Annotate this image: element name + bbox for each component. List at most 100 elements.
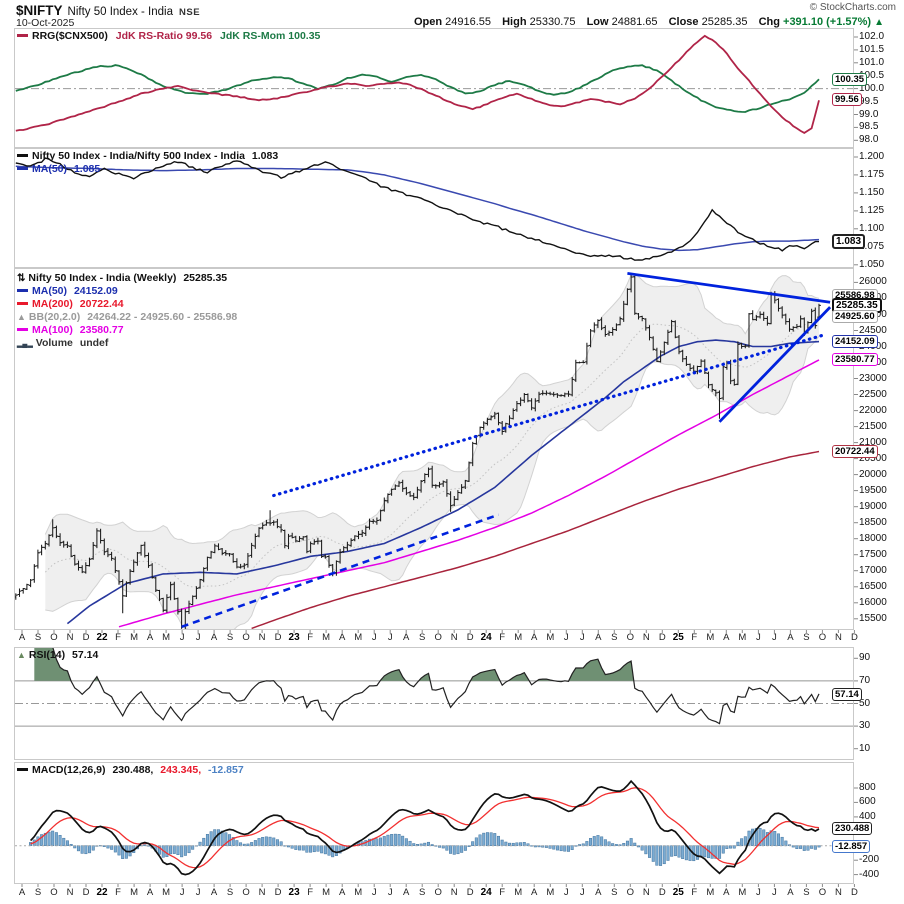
close-value: 25285.35 xyxy=(701,16,748,28)
month-label: F xyxy=(499,887,506,898)
macd-legend: MACD(12,26,9) 230.488, 243.345, -12.857 xyxy=(17,764,244,777)
axis-tick-label: 16000 xyxy=(859,596,887,608)
axis-tick-label: 1.050 xyxy=(859,258,885,270)
month-label: S xyxy=(419,632,426,643)
ma100-value: 23580.77 xyxy=(79,324,124,336)
price-legend-ma50: MA(50) 24152.09 xyxy=(17,285,118,298)
month-label: 25 xyxy=(672,887,684,898)
month-label: F xyxy=(691,632,698,643)
month-label: S xyxy=(803,632,810,643)
axis-value-tag: 23580.77 xyxy=(832,352,878,366)
month-label: M xyxy=(514,887,523,898)
month-label: F xyxy=(691,887,698,898)
rs-ratio-label: JdK RS-Ratio xyxy=(115,30,183,42)
low-label: Low xyxy=(586,16,609,28)
month-label: F xyxy=(307,632,313,643)
axis-tick-label: 99.0 xyxy=(859,108,879,120)
rsi-value: 57.14 xyxy=(72,649,99,661)
rs-mom-value: 100.35 xyxy=(288,30,321,42)
month-label: M xyxy=(130,632,139,643)
rsi-plot xyxy=(15,648,853,727)
axis-tick-label: 1.150 xyxy=(859,186,885,198)
macd-value: 230.488, xyxy=(112,764,154,776)
axis-tick-label: 17000 xyxy=(859,564,887,576)
month-label: F xyxy=(499,632,506,643)
month-label: O xyxy=(434,632,442,643)
month-label: A xyxy=(210,632,218,643)
month-label: M xyxy=(354,887,363,898)
macd-swatch-icon xyxy=(17,768,28,771)
ratio-panel xyxy=(14,148,854,268)
axis-tick-label: 16500 xyxy=(859,580,887,592)
ratio-ma-value: 1.085 xyxy=(73,163,101,175)
ma50-swatch-icon xyxy=(17,289,28,292)
month-label: A xyxy=(146,887,154,898)
month-label: N xyxy=(642,632,650,643)
symbol-name: Nifty 50 Index - India xyxy=(67,6,173,18)
axis-value-tag: -12.857 xyxy=(832,839,871,853)
month-label: O xyxy=(50,632,58,643)
axis-tick-label: 50 xyxy=(859,697,871,709)
axis-tick-label: 600 xyxy=(859,796,876,808)
month-label: A xyxy=(339,632,346,643)
month-label: N xyxy=(66,632,74,643)
axis-tick-label: 19500 xyxy=(859,484,887,496)
ma200-value: 20722.44 xyxy=(79,298,124,310)
header: $NIFTY Nifty 50 Index - India NSE xyxy=(16,2,200,20)
ratio-value: 1.083 xyxy=(251,150,279,162)
axis-tick-label: 100.0 xyxy=(859,82,885,94)
month-label: D xyxy=(658,632,666,643)
month-label: N xyxy=(258,632,266,643)
month-label: D xyxy=(274,887,282,898)
close-label: Close xyxy=(668,16,699,28)
rsi-area-icon: ▲ xyxy=(17,650,26,660)
price-legend-ma100: MA(100) 23580.77 xyxy=(17,324,124,337)
month-label: A xyxy=(531,887,538,898)
month-label: M xyxy=(706,632,715,643)
month-label: M xyxy=(130,887,139,898)
bb-values: 24264.22 - 24925.60 - 25586.98 xyxy=(87,311,238,323)
rsi-label: RSI(14) xyxy=(28,649,66,661)
axis-tick-label: 21000 xyxy=(859,436,887,448)
month-label: O xyxy=(818,632,827,643)
month-label: O xyxy=(242,887,250,898)
macd-hist-value: -12.857 xyxy=(208,764,244,776)
month-label: D xyxy=(850,632,858,643)
month-label: J xyxy=(195,632,201,643)
price-series-label: Nifty 50 Index - India (Weekly) xyxy=(28,272,177,284)
price-legend-ma200: MA(200) 20722.44 xyxy=(17,298,124,311)
ma200-label: MA(200) xyxy=(32,298,73,310)
axis-tick-label: 21500 xyxy=(859,420,887,432)
month-label: J xyxy=(563,887,569,898)
month-label: O xyxy=(818,887,827,898)
axis-value-tag: 100.35 xyxy=(832,72,868,86)
ohlc-series-icon: ⇅ xyxy=(17,273,26,284)
ratio-ma-swatch-icon xyxy=(17,167,28,170)
open-label: Open xyxy=(413,16,443,28)
high-label: High xyxy=(502,16,527,28)
month-label: D xyxy=(466,632,474,643)
axis-tick-label: 1.075 xyxy=(859,240,885,252)
month-label: A xyxy=(339,887,346,898)
month-label: M xyxy=(162,632,171,643)
ma50-value: 24152.09 xyxy=(73,285,118,297)
month-label: 24 xyxy=(480,632,492,643)
month-label: M xyxy=(738,887,747,898)
rrg-swatch-icon xyxy=(17,34,28,37)
bb-label: BB(20,2.0) xyxy=(28,311,81,323)
axis-tick-label: 17500 xyxy=(859,548,887,560)
symbol: $NIFTY xyxy=(16,3,63,18)
month-label: F xyxy=(115,887,121,898)
axis-tick-label: -200 xyxy=(859,854,880,866)
month-label: F xyxy=(115,632,121,643)
month-label: N xyxy=(450,887,458,898)
axis-tick-label: 98.0 xyxy=(859,134,879,146)
price-legend-bb: ▲ BB(20,2.0) 24264.22 - 24925.60 - 25586.… xyxy=(17,311,237,324)
month-label: O xyxy=(626,887,634,898)
price-legend-title: ⇅ Nifty 50 Index - India (Weekly) 25285.3… xyxy=(17,272,227,285)
month-label: M xyxy=(514,632,523,643)
ratio-legend-line1: Nifty 50 Index - India/Nifty 500 Index -… xyxy=(17,150,278,163)
axis-tick-label: 30 xyxy=(859,720,871,732)
month-label: 25 xyxy=(672,632,684,643)
